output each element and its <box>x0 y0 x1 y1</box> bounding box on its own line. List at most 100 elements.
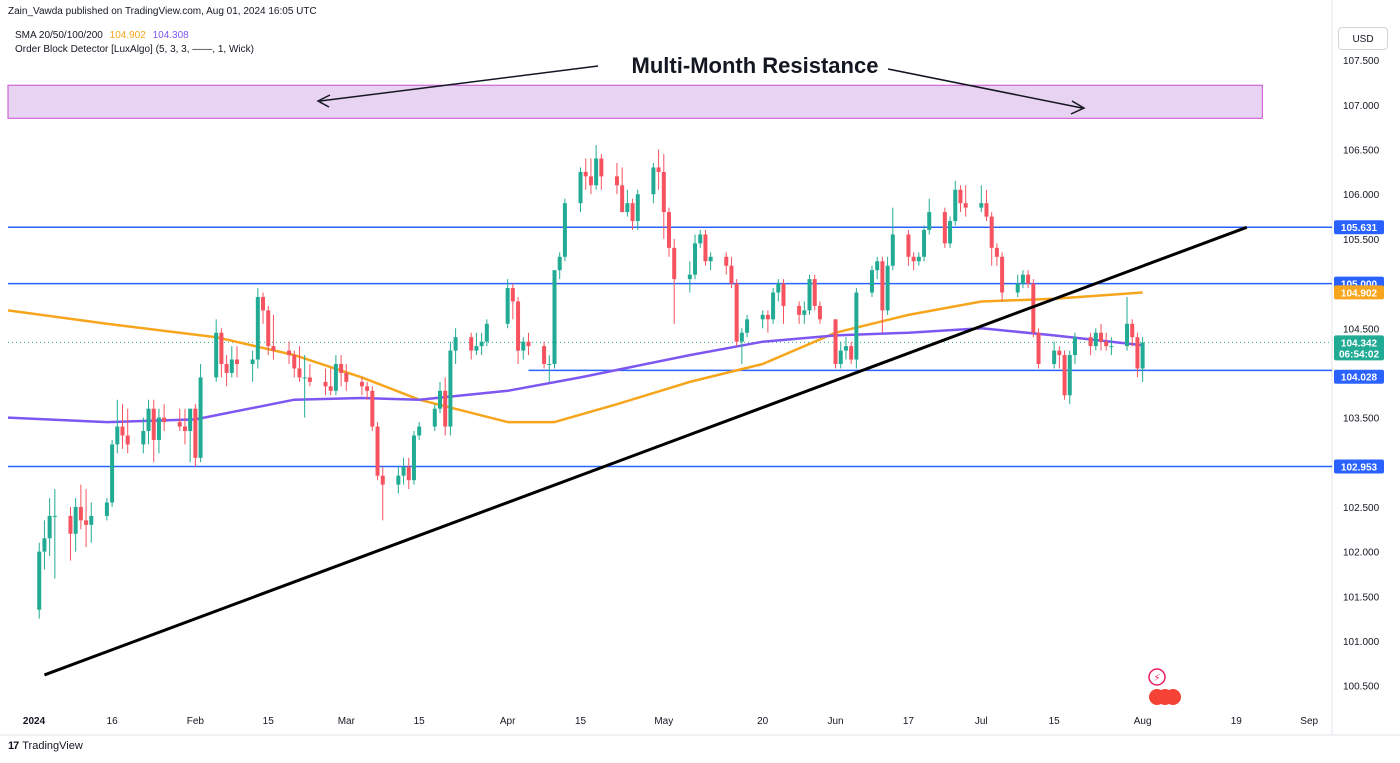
legend-sma[interactable]: SMA 20/50/100/200 104.902 104.308 <box>15 30 193 41</box>
candle-124 <box>948 221 953 244</box>
candle-22 <box>193 408 198 458</box>
candle-85 <box>661 171 666 213</box>
candle-59 <box>469 337 474 351</box>
candle-65 <box>516 301 521 351</box>
candle-40 <box>328 386 333 391</box>
candle-48 <box>380 475 385 485</box>
candle-58 <box>453 337 458 351</box>
candle-10 <box>110 444 115 503</box>
annotation-arrowhead-right <box>1070 100 1086 115</box>
candle-132 <box>1000 256 1005 293</box>
candle-8 <box>89 515 94 525</box>
tradingview-brand-label: TradingView <box>22 740 83 752</box>
candle-140 <box>1062 355 1067 396</box>
x-tick-label: Apr <box>500 716 516 727</box>
candle-9 <box>104 502 109 516</box>
candle-19 <box>177 422 182 427</box>
candle-146 <box>1104 341 1109 347</box>
x-tick-label: 19 <box>1231 716 1243 727</box>
candle-31 <box>261 296 266 311</box>
y-tick-label: 107.500 <box>1343 56 1380 67</box>
candle-18 <box>162 417 167 423</box>
x-tick-label: May <box>654 716 673 727</box>
y-tick-label: 106.500 <box>1343 146 1380 157</box>
candle-4 <box>68 515 73 534</box>
time-axis: 2024 16 Feb 15 Mar 15 Apr 15 May 20 Jun 17 Jul 15 Aug 1… <box>23 716 1319 727</box>
us-flag-icon-3[interactable] <box>1165 689 1181 705</box>
candle-122 <box>927 212 932 230</box>
candle-74 <box>583 171 588 177</box>
candle-66 <box>521 341 526 351</box>
candle-114 <box>875 261 880 271</box>
candle-2 <box>47 515 52 539</box>
candle-49 <box>396 475 401 485</box>
legend-order-block[interactable]: Order Block Detector [LuxAlgo] (5, 3, 3,… <box>15 44 258 55</box>
annotation-arrow-left <box>319 65 599 102</box>
candle-60 <box>474 346 479 351</box>
candle-37 <box>302 377 307 379</box>
candle-17 <box>156 417 161 440</box>
candle-98 <box>760 314 765 320</box>
x-tick-label: Sep <box>1300 716 1318 727</box>
candle-111 <box>849 346 854 360</box>
candle-46 <box>370 390 375 427</box>
candle-24 <box>214 332 219 378</box>
candle-71 <box>557 256 562 271</box>
level-badge-1: 105.000 <box>1341 280 1378 291</box>
lightning-icon[interactable] <box>1148 668 1166 686</box>
candle-151 <box>1140 342 1145 369</box>
candle-143 <box>1088 337 1093 347</box>
candle-62 <box>484 323 489 342</box>
candle-57 <box>448 350 453 427</box>
y-tick-label: 100.500 <box>1343 682 1380 693</box>
legend-order-block-label: Order Block Detector [LuxAlgo] (5, 3, 3,… <box>15 44 254 55</box>
candle-15 <box>146 408 151 432</box>
trendline-layer <box>43 225 1248 677</box>
candle-52 <box>411 435 416 481</box>
candle-13 <box>125 435 130 445</box>
y-tick-label: 104.500 <box>1343 324 1380 335</box>
candle-103 <box>797 305 802 315</box>
publisher-line: Zain_Vawda published on TradingView.com,… <box>8 6 317 17</box>
candle-76 <box>594 158 599 186</box>
legend-sma-value-2: 104.308 <box>152 30 189 41</box>
candle-47 <box>375 426 380 476</box>
candle-72 <box>562 203 567 257</box>
candle-82 <box>635 194 640 222</box>
x-tick-label: Jul <box>975 716 988 727</box>
candle-16 <box>151 408 156 440</box>
candle-23 <box>198 377 203 458</box>
tradingview-brand[interactable]: 17 TradingView <box>8 740 83 752</box>
candle-104 <box>802 310 807 315</box>
candle-67 <box>526 341 531 347</box>
x-tick-label: 20 <box>757 716 769 727</box>
annotation-arrowhead-left <box>316 94 331 108</box>
candle-88 <box>687 274 692 280</box>
countdown-badge: 06:54:02 <box>1339 349 1379 360</box>
x-tick-label: 15 <box>414 716 426 727</box>
candle-81 <box>630 203 635 222</box>
candle-63 <box>505 288 510 324</box>
candle-64 <box>510 288 515 302</box>
currency-button[interactable]: USD <box>1338 27 1388 50</box>
candle-26 <box>224 364 229 373</box>
level-badge-2: 104.028 <box>1341 373 1378 384</box>
candle-73 <box>578 171 583 204</box>
level-badge-0-bg <box>1334 220 1384 235</box>
candle-12 <box>120 426 125 436</box>
candle-92 <box>708 256 713 262</box>
candle-25 <box>219 332 224 364</box>
candle-5 <box>73 506 78 534</box>
candle-108 <box>833 319 838 364</box>
event-icons: ⚡ <box>1148 668 1181 705</box>
trendline <box>43 225 1248 677</box>
candle-6 <box>78 506 83 521</box>
candle-123 <box>942 212 947 244</box>
candle-80 <box>625 203 630 213</box>
legend-sma-value-1: 104.902 <box>109 30 146 41</box>
candle-107 <box>817 305 822 320</box>
candle-3 <box>52 515 57 517</box>
candle-35 <box>292 355 297 369</box>
candle-125 <box>953 189 958 222</box>
